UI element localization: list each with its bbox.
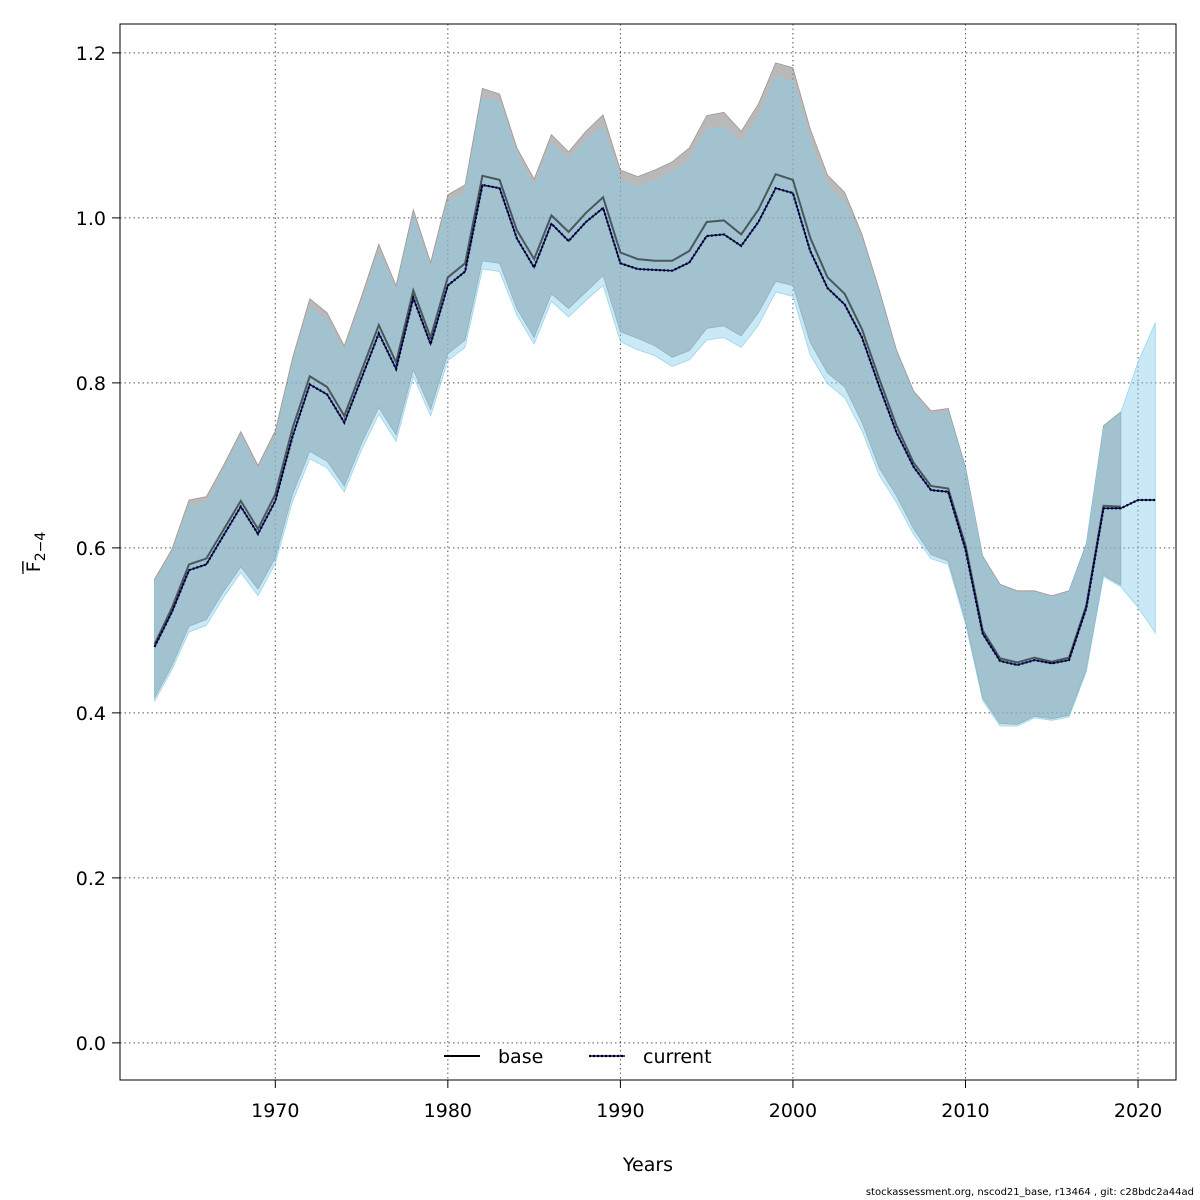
y-axis-title-main: F̅ <box>21 560 45 572</box>
legend: base current <box>444 1046 712 1068</box>
series-lines <box>153 172 1156 667</box>
plot-frame <box>119 23 1177 1081</box>
legend-item-base: base <box>444 1046 543 1068</box>
x-tick-label: 1970 <box>251 1100 299 1122</box>
current-line-accent <box>153 184 1156 666</box>
y-axis-title: F̅2−4 <box>21 532 49 573</box>
x-tick-label: 1980 <box>424 1100 472 1122</box>
x-axis-title: Years <box>622 1154 673 1176</box>
y-tick-label: 0.8 <box>76 373 106 395</box>
x-tick-label: 1990 <box>596 1100 644 1122</box>
legend-label: base <box>498 1046 543 1068</box>
legend-item-current: current <box>589 1046 712 1068</box>
y-tick-label: 1.2 <box>76 43 106 65</box>
y-tick-label: 0.6 <box>76 538 106 560</box>
y-tick-label: 0.4 <box>76 703 106 725</box>
base-line <box>153 172 1121 664</box>
y-axis: 0.0 0.2 0.4 0.6 0.8 1.0 1.2 <box>76 43 120 1055</box>
x-tick-label: 2020 <box>1114 1100 1162 1122</box>
x-axis: 1970 1980 1990 2000 2010 2020 <box>251 1080 1162 1122</box>
y-tick-label: 0.0 <box>76 1033 106 1055</box>
y-tick-label: 1.0 <box>76 208 106 230</box>
current-line <box>153 183 1156 667</box>
x-tick-label: 2010 <box>941 1100 989 1122</box>
y-axis-title-subscript: 2−4 <box>33 532 49 562</box>
base-confidence-band <box>154 62 1122 725</box>
footer-credit: stockassessment.org, nscod21_base, r1346… <box>865 1187 1194 1198</box>
legend-label: current <box>643 1046 712 1068</box>
x-tick-label: 2000 <box>769 1100 817 1122</box>
y-tick-label: 0.2 <box>76 868 106 890</box>
